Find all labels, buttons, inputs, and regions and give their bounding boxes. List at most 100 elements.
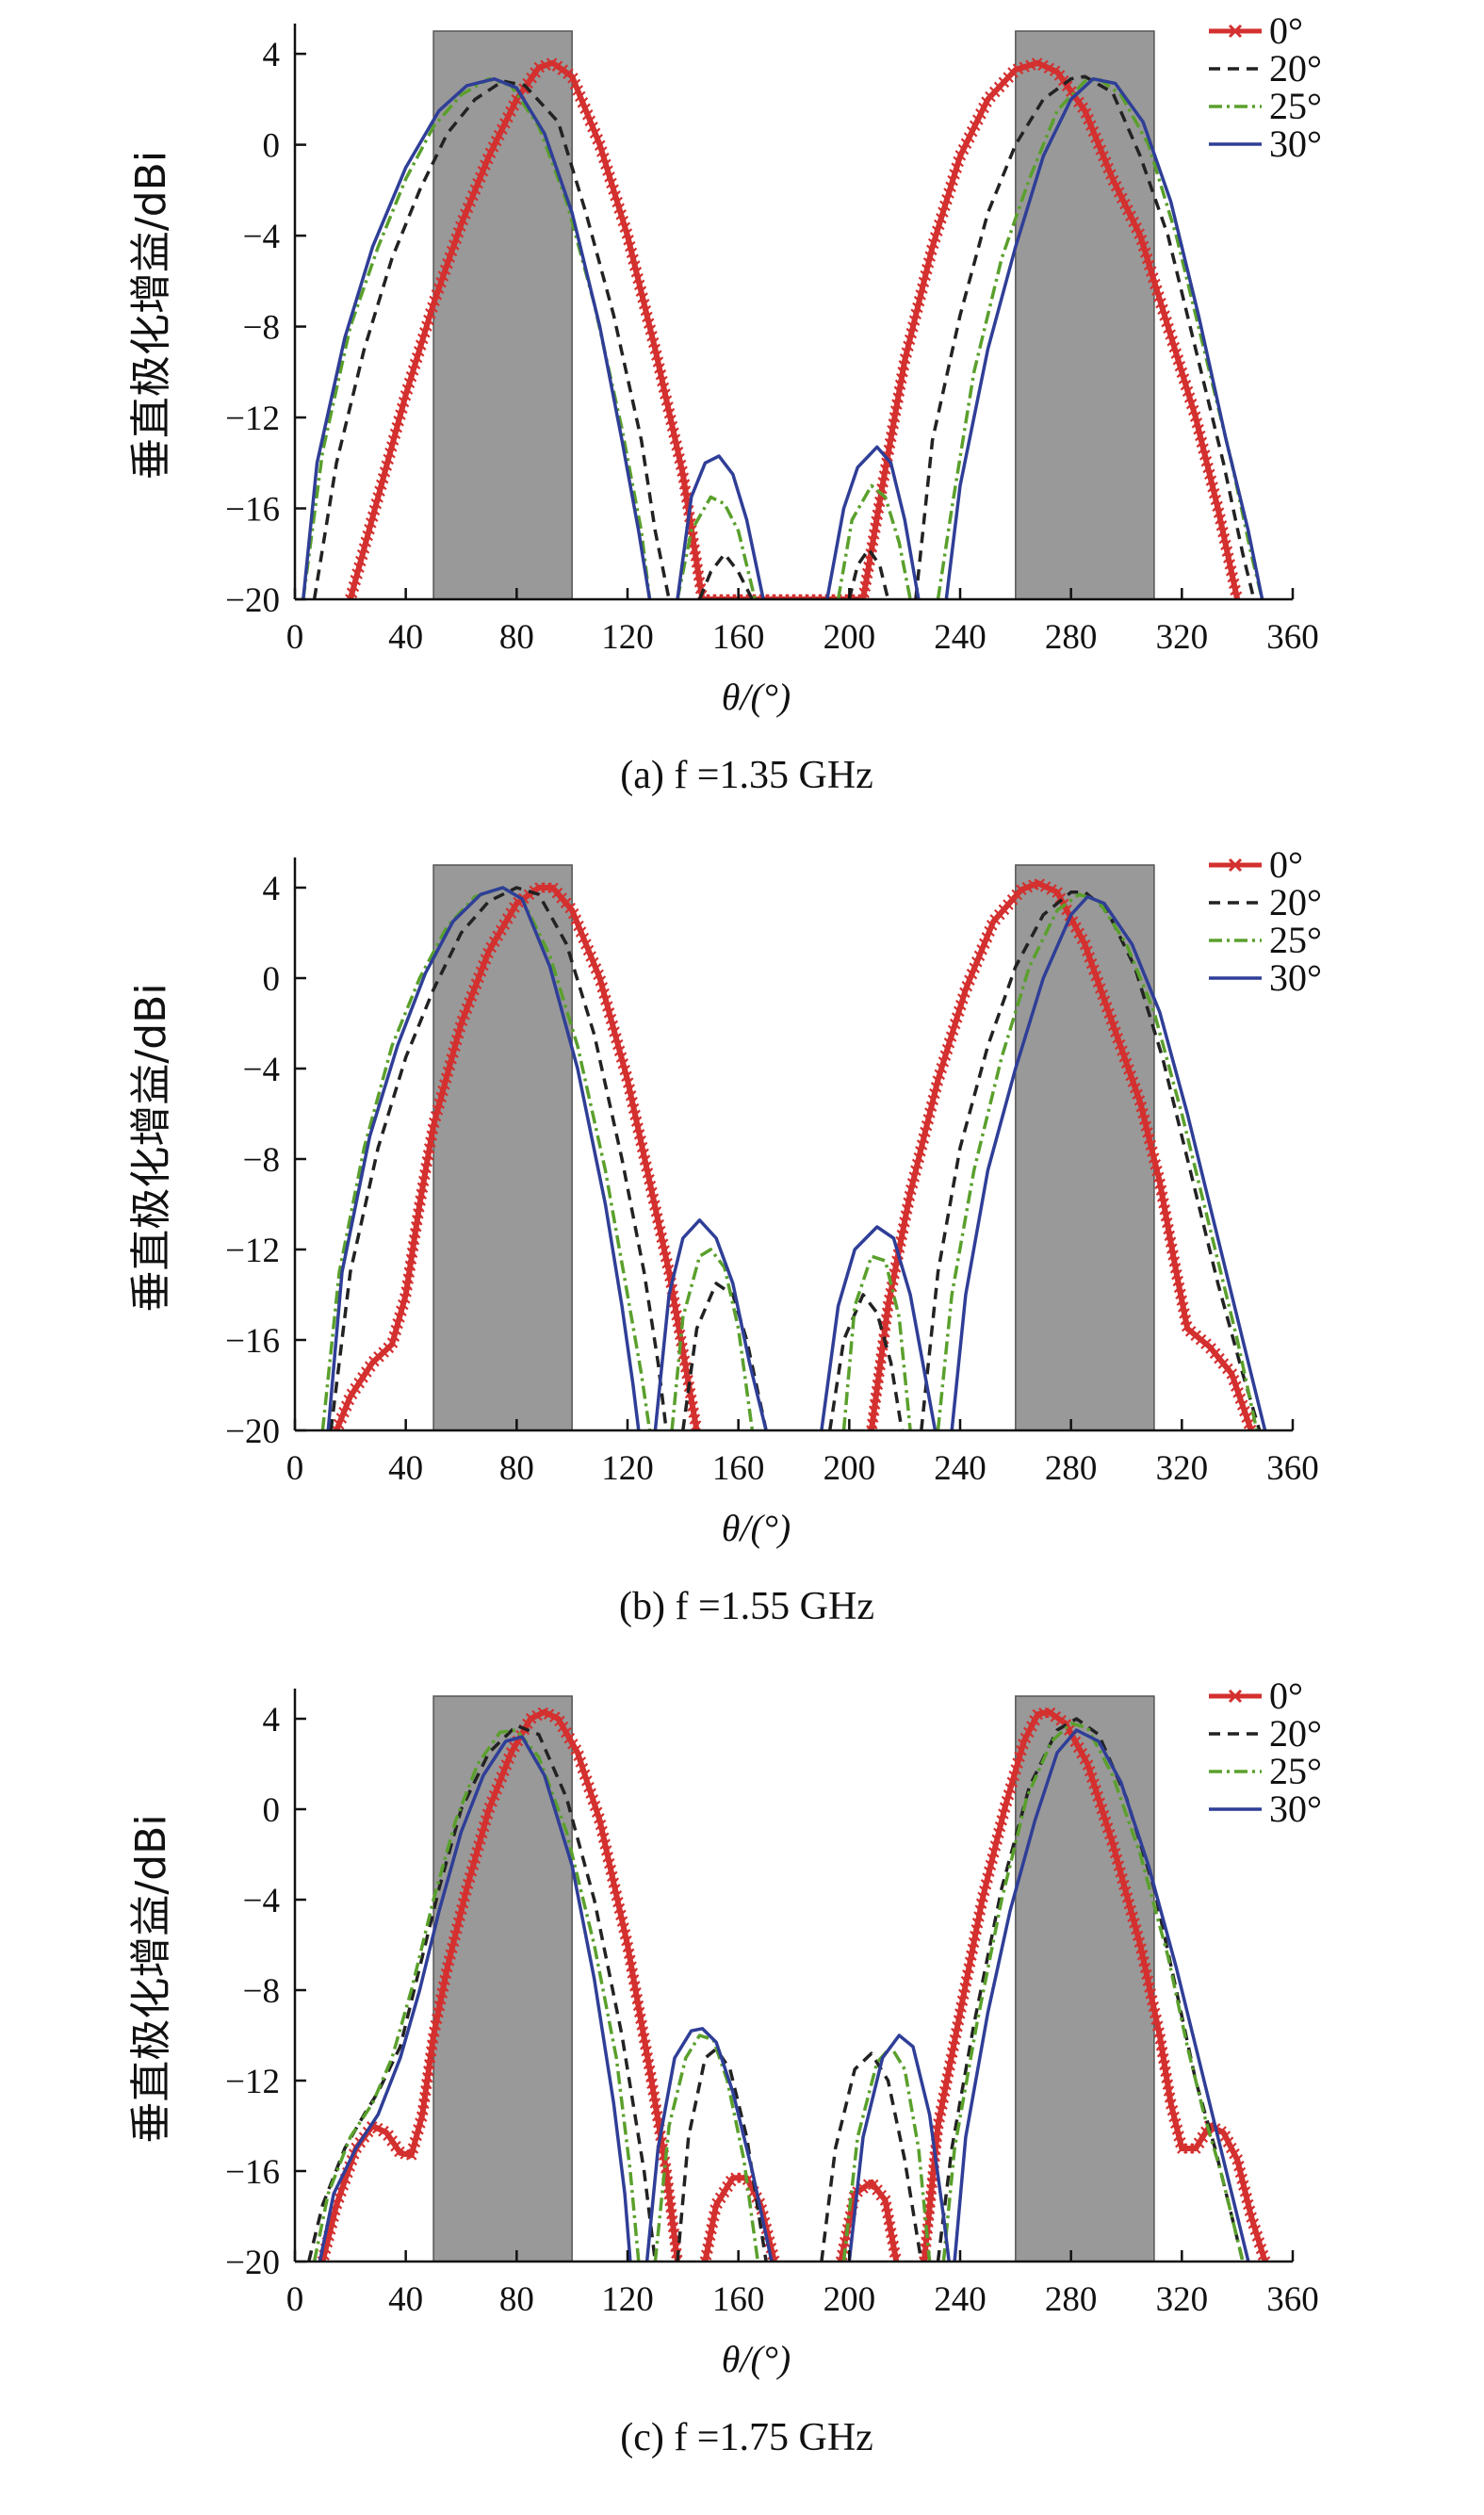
series-30° [318, 1728, 1250, 2262]
y-axis-label: 垂直极化增益/dBi [127, 1814, 175, 2143]
series-line-20°-3 [820, 2051, 923, 2262]
chart-caption: (c) f =1.75 GHz [620, 2416, 873, 2459]
x-tick-label: 360 [1266, 1449, 1319, 1488]
x-tick-label: 320 [1156, 2280, 1209, 2319]
x-tick-label: 40 [388, 618, 423, 657]
y-axis-label: 垂直极化增益/dBi [127, 983, 175, 1312]
legend-label-30°: 30° [1269, 122, 1322, 165]
x-tick-label: 160 [712, 618, 765, 657]
series-markers-0°-1 [345, 57, 1243, 599]
y-tick-label: 0 [263, 127, 281, 166]
y-tick-label: −12 [225, 1232, 280, 1270]
y-tick-label: −16 [225, 491, 280, 530]
series-line-30°-1 [326, 886, 641, 1430]
series-0° [345, 57, 1243, 599]
legend-label-25°: 25° [1269, 919, 1322, 961]
series-30° [326, 886, 1267, 1430]
x-tick-label: 360 [1266, 2280, 1319, 2319]
series-line-30°-4 [953, 1728, 1250, 2262]
y-tick-label: −16 [225, 1322, 280, 1361]
chart-caption: (a) f =1.35 GHz [620, 754, 873, 797]
series-line-20°-1 [312, 79, 671, 599]
x-tick-label: 360 [1266, 618, 1319, 657]
x-tick-label: 0 [286, 1449, 304, 1488]
series-line-20°-1 [329, 886, 668, 1430]
legend-label-30°: 30° [1269, 1788, 1322, 1830]
x-tick-label: 0 [286, 2280, 304, 2319]
chart-caption: (b) f =1.55 GHz [619, 1585, 874, 1628]
series-line-20°-2 [697, 552, 754, 599]
series-line-25°-3 [841, 1254, 912, 1430]
legend-marker [1228, 1689, 1243, 1704]
chart-panel-3: 40−4−8−12−16−200 40 80 120 160 200 240 280 320 36… [127, 1674, 1322, 2459]
y-tick-label: −16 [225, 2153, 280, 2192]
x-tick-label: 0 [286, 618, 304, 657]
x-tick-label: 120 [601, 2280, 654, 2319]
x-tick-label: 80 [499, 1449, 534, 1488]
chart-panel-2: 40−4−8−12−16−200 40 80 120 160 200 240 280 320 36… [127, 843, 1322, 1628]
series-line-25°-4 [936, 892, 1259, 1430]
x-tick-label: 200 [824, 2280, 876, 2319]
legend-label-0°: 0° [1269, 1674, 1303, 1717]
series-line-30°-1 [318, 1735, 632, 2262]
x-tick-label: 160 [712, 2280, 765, 2319]
series-line-20°-3 [827, 1293, 904, 1430]
legend-label-30°: 30° [1269, 956, 1322, 999]
series-line-25°-1 [312, 1728, 641, 2262]
y-tick-label: −20 [225, 581, 280, 620]
x-axis-label: θ/(°) [722, 676, 791, 718]
series-markers-0°-4 [919, 1707, 1271, 2262]
shaded-band-1 [432, 864, 573, 1431]
x-tick-label: 160 [712, 1449, 765, 1488]
x-tick-label: 240 [934, 618, 987, 657]
series-line-20°-2 [681, 1282, 768, 1430]
y-tick-label: −4 [243, 218, 280, 256]
series-line-30°-4 [944, 76, 1264, 599]
series-line-30°-2 [676, 454, 765, 599]
y-tick-label: 0 [263, 960, 281, 999]
series-line-25°-2 [653, 2033, 760, 2262]
y-tick-label: −20 [225, 1413, 280, 1451]
legend-marker [1228, 24, 1243, 39]
series-line-25°-2 [676, 495, 758, 599]
x-tick-label: 240 [934, 1449, 987, 1488]
series-line-30°-3 [847, 2033, 951, 2262]
series-line-20°-4 [914, 74, 1256, 599]
y-tick-label: −12 [225, 2063, 280, 2101]
series-line-25°-4 [941, 1722, 1245, 2262]
x-tick-label: 320 [1156, 618, 1209, 657]
y-tick-label: −20 [225, 2244, 280, 2282]
y-tick-label: −8 [243, 1141, 280, 1180]
legend-label-20°: 20° [1269, 1712, 1322, 1755]
series-20° [329, 886, 1262, 1430]
legend-label-0°: 0° [1269, 843, 1303, 886]
legend-label-20°: 20° [1269, 881, 1322, 923]
shaded-band-2 [1015, 30, 1155, 600]
series-line-30°-2 [653, 1218, 768, 1430]
series-line-30°-4 [950, 894, 1267, 1430]
x-axis-label: θ/(°) [722, 1507, 791, 1549]
series-line-25°-2 [670, 1248, 755, 1430]
y-tick-label: 4 [263, 36, 281, 74]
legend-marker [1228, 857, 1243, 873]
series-line-20°-4 [920, 890, 1262, 1430]
x-tick-label: 320 [1156, 1449, 1209, 1488]
legend-label-25°: 25° [1269, 85, 1322, 127]
y-tick-label: 0 [263, 1791, 281, 1830]
x-tick-label: 200 [824, 1449, 876, 1488]
y-tick-label: −12 [225, 400, 280, 438]
x-tick-label: 280 [1045, 2280, 1098, 2319]
legend-label-25°: 25° [1269, 1750, 1322, 1792]
x-tick-label: 120 [601, 1449, 654, 1488]
chart-panel-1: 40−4−8−12−16−200 40 80 120 160 200 240 280 320 36… [127, 9, 1322, 797]
series-markers-0°-2 [866, 878, 1257, 1430]
y-tick-label: −8 [243, 309, 280, 348]
series-20° [312, 74, 1256, 599]
y-tick-label: −4 [243, 1882, 280, 1920]
y-tick-label: −8 [243, 1972, 280, 2011]
series-line-30°-3 [820, 1225, 938, 1430]
series-line-25°-3 [836, 483, 912, 599]
series-markers-0°-1 [331, 882, 702, 1430]
legend-label-0°: 0° [1269, 9, 1303, 52]
series-line-30°-3 [825, 445, 921, 599]
